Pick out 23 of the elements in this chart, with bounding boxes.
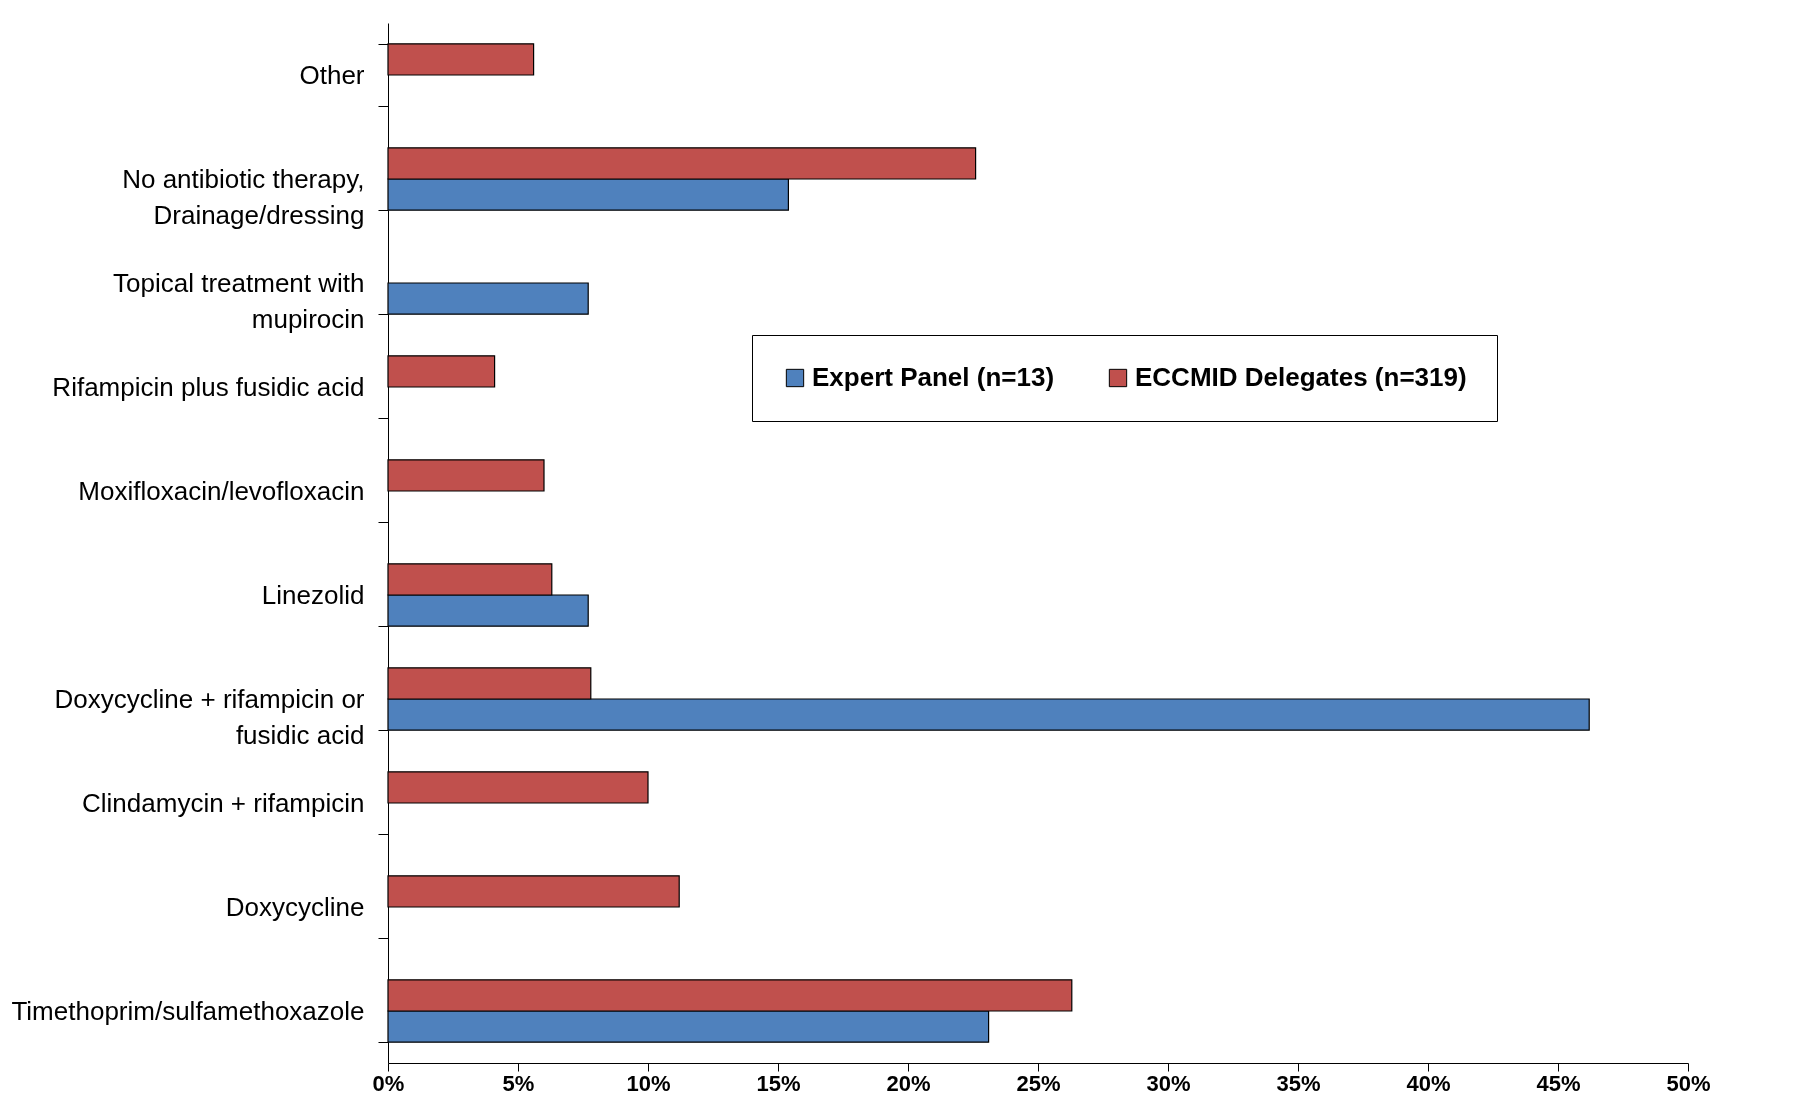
x-tick-label: 5% [502,1070,535,1096]
y-tick-label: Doxycycline + rifampicin or fusidic acid [54,683,365,750]
x-tick-label: 40% [1406,1070,1451,1096]
legend-label: ECCMID Delegates (n=319) [1135,362,1467,392]
x-tick-label: 10% [626,1070,671,1096]
x-tick-label: 20% [886,1070,931,1096]
y-tick-label: Linezolid [261,579,365,610]
y-tick-label: No antibiotic therapy, Drainage/dressing [122,163,365,230]
y-tick-label: Moxifloxacin/levofloxacin [78,475,365,506]
y-tick-label: Other [299,59,365,90]
x-tick-label: 0% [372,1070,405,1096]
y-tick-label: Clindamycin + rifampicin [82,787,365,818]
y-tick-label: Doxycycline [225,891,365,922]
x-tick-label: 30% [1146,1070,1191,1096]
x-tick-label: 50% [1666,1070,1711,1096]
legend-label: Expert Panel (n=13) [812,362,1055,392]
x-tick-label: 25% [1016,1070,1061,1096]
y-tick-label: Topical treatment with mupirocin [113,267,365,334]
x-tick-label: 15% [756,1070,801,1096]
y-tick-label: Rifampicin plus fusidic acid [52,371,365,402]
y-tick-label: Timethoprim/sulfamethoxazole [11,995,365,1026]
x-tick-label: 45% [1536,1070,1581,1096]
x-tick-label: 35% [1276,1070,1321,1096]
